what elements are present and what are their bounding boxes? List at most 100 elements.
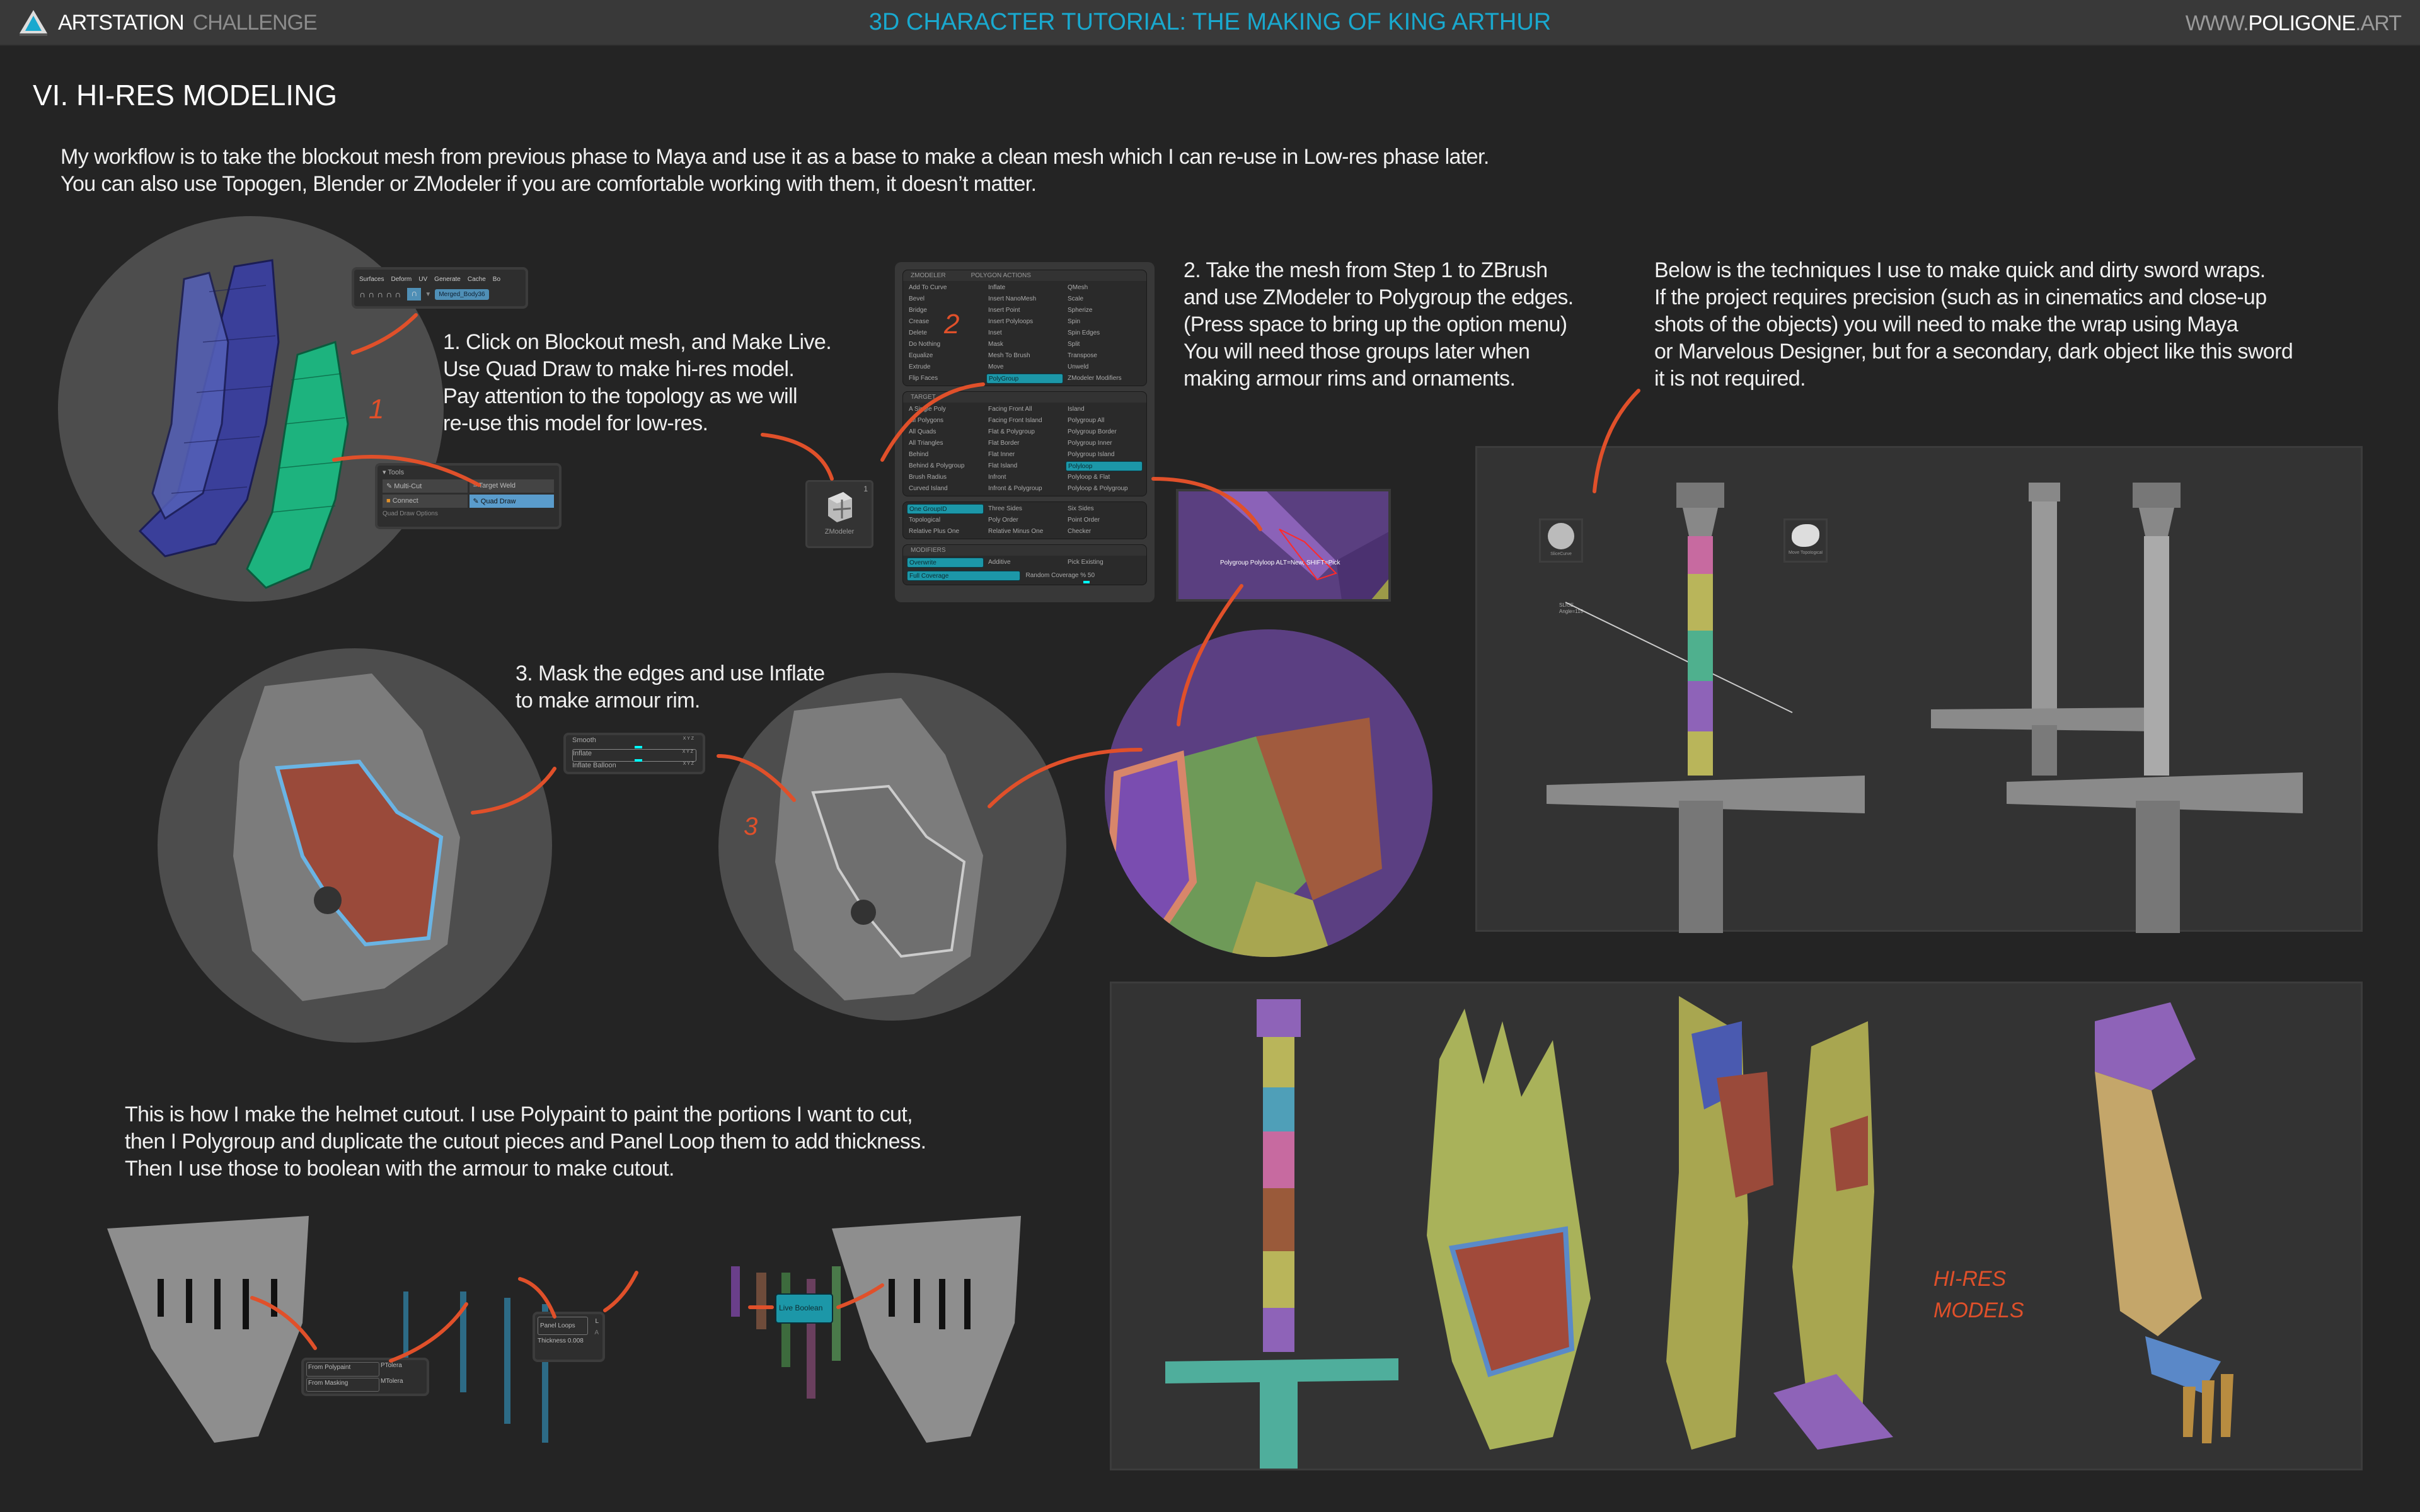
action-add-to-curve[interactable]: Add To Curve	[909, 284, 947, 291]
quad-draw-button[interactable]: ✎ Quad Draw	[469, 495, 554, 508]
target-infront-polygroup[interactable]: Infront & Polygroup	[988, 485, 1042, 492]
target-behind-polygroup[interactable]: Behind & Polygroup	[909, 462, 965, 469]
action-qmesh[interactable]: QMesh	[1068, 284, 1088, 291]
action-mesh-to-brush[interactable]: Mesh To Brush	[988, 352, 1030, 359]
group-checker[interactable]: Checker	[1068, 528, 1092, 535]
modifier-additive[interactable]: Additive	[988, 559, 1011, 566]
group-relative-plus-one[interactable]: Relative Plus One	[909, 528, 960, 535]
axis-toggle[interactable]: X Y Z	[683, 736, 694, 741]
group-six-sides[interactable]: Six Sides	[1068, 505, 1094, 512]
target-flat-inner[interactable]: Flat Inner	[988, 451, 1015, 458]
make-live-icon[interactable]: ∩	[407, 288, 422, 301]
target-flat-border[interactable]: Flat Border	[988, 440, 1020, 447]
action-transpose[interactable]: Transpose	[1068, 352, 1097, 359]
from-polypaint-button[interactable]: From Polypaint	[306, 1362, 379, 1377]
deformation-smooth-slider[interactable]: Smooth X Y Z	[572, 736, 696, 749]
action-polygroup[interactable]: PolyGroup	[986, 374, 1063, 384]
action-extrude[interactable]: Extrude	[909, 364, 931, 370]
action-bevel[interactable]: Bevel	[909, 295, 925, 302]
deformation-inflate-balloon-slider[interactable]: Inflate Balloon X Y Z	[572, 762, 696, 774]
target-curved-island[interactable]: Curved Island	[909, 485, 948, 492]
target-polyloop-flat[interactable]: Polyloop & Flat	[1068, 474, 1110, 481]
full-coverage-button[interactable]: Full Coverage	[907, 571, 1020, 581]
action-unweld[interactable]: Unweld	[1068, 364, 1089, 370]
action-inset[interactable]: Inset	[988, 329, 1002, 336]
site-link[interactable]: WWW.POLIGONE.ART	[2186, 11, 2402, 36]
brand[interactable]: ARTSTATION CHALLENGE	[18, 6, 318, 39]
menu-cache[interactable]: Cache	[467, 275, 486, 283]
action-do-nothing[interactable]: Do Nothing	[909, 341, 941, 348]
move-topological-brush[interactable]: Move Topological	[1783, 518, 1828, 563]
action-insert-point[interactable]: Insert Point	[988, 307, 1020, 314]
menu-generate[interactable]: Generate	[434, 275, 461, 283]
object-name-field[interactable]: Merged_Body36	[435, 289, 489, 300]
action-equalize[interactable]: Equalize	[909, 352, 933, 359]
target-behind[interactable]: Behind	[909, 451, 929, 458]
panel-loops-button[interactable]: Panel Loops	[538, 1317, 588, 1335]
target-all-triangles[interactable]: All Triangles	[909, 440, 943, 447]
action-zmodeler-modifiers[interactable]: ZModeler Modifiers	[1068, 375, 1122, 382]
target-polyloop[interactable]: Polyloop	[1066, 461, 1143, 471]
action-insert-polyloops[interactable]: Insert Polyloops	[988, 318, 1034, 325]
group-topological[interactable]: Topological	[909, 517, 941, 524]
menu-deform[interactable]: Deform	[391, 275, 412, 283]
target-flat-island[interactable]: Flat Island	[988, 462, 1018, 469]
live-boolean-button[interactable]: Live Boolean	[775, 1293, 833, 1324]
action-flip-faces[interactable]: Flip Faces	[909, 375, 938, 382]
action-delete[interactable]: Delete	[909, 329, 927, 336]
target-polygroup-island[interactable]: Polygroup Island	[1068, 451, 1115, 458]
action-split[interactable]: Split	[1068, 341, 1080, 348]
menu-uv[interactable]: UV	[418, 275, 428, 283]
action-move[interactable]: Move	[988, 364, 1004, 370]
axis-toggle[interactable]: X Y Z	[682, 750, 693, 754]
group-poly-order[interactable]: Poly Order	[988, 517, 1018, 524]
target-island[interactable]: Island	[1068, 406, 1085, 413]
target-infront[interactable]: Infront	[988, 474, 1006, 481]
magnet-tool-icons[interactable]: ∩∩∩∩∩	[359, 289, 404, 299]
target-weld-button[interactable]: ⌗ Target Weld	[469, 479, 554, 493]
thickness-slider[interactable]: Thickness 0.008	[538, 1337, 584, 1344]
target-all-polygons[interactable]: All Polygons	[909, 417, 944, 424]
target-polyloop-polygroup[interactable]: Polyloop & Polygroup	[1068, 485, 1128, 492]
action-inflate[interactable]: Inflate	[988, 284, 1006, 291]
zmodeler-brush-button[interactable]: 1 ZModeler	[805, 480, 873, 548]
action-mask[interactable]: Mask	[988, 341, 1003, 348]
group-one-groupid[interactable]: One GroupID	[907, 504, 984, 514]
modifier-pick-existing[interactable]: Pick Existing	[1068, 559, 1103, 566]
action-crease[interactable]: Crease	[909, 318, 930, 325]
from-masking-button[interactable]: From Masking	[306, 1377, 379, 1392]
target-all-quads[interactable]: All Quads	[909, 428, 936, 435]
target-facing-front-island[interactable]: Facing Front Island	[988, 417, 1042, 424]
slider-knob[interactable]	[634, 746, 642, 748]
axis-toggle[interactable]: X Y Z	[683, 762, 694, 766]
connect-button[interactable]: ■ Connect	[383, 495, 468, 508]
menu-more[interactable]: Bo	[492, 275, 501, 283]
slicecurve-brush[interactable]: SliceCurve	[1539, 518, 1583, 563]
action-scale[interactable]: Scale	[1068, 295, 1084, 302]
group-point-order[interactable]: Point Order	[1068, 517, 1100, 524]
quad-draw-options-header[interactable]: Quad Draw Options	[383, 510, 438, 517]
slider-knob[interactable]	[634, 759, 642, 762]
target-polygroup-inner[interactable]: Polygroup Inner	[1068, 440, 1112, 447]
group-three-sides[interactable]: Three Sides	[988, 505, 1022, 512]
modifier-overwrite[interactable]: Overwrite	[907, 558, 984, 568]
action-insert-nanomesh[interactable]: Insert NanoMesh	[988, 295, 1037, 302]
action-spin-edges[interactable]: Spin Edges	[1068, 329, 1100, 336]
target-flat-polygroup[interactable]: Flat & Polygroup	[988, 428, 1035, 435]
action-spherize[interactable]: Spherize	[1068, 307, 1093, 314]
action-bridge[interactable]: Bridge	[909, 307, 927, 314]
multi-cut-button[interactable]: ✎ Multi-Cut	[383, 479, 468, 493]
target-brush-radius[interactable]: Brush Radius	[909, 474, 947, 481]
slider-knob[interactable]	[1083, 581, 1090, 583]
menu-surfaces[interactable]: Surfaces	[359, 275, 384, 283]
target-a-single-poly[interactable]: A Single Poly	[909, 406, 946, 413]
mtolerance-slider[interactable]: MTolera	[380, 1377, 403, 1385]
target-polygroup-border[interactable]: Polygroup Border	[1068, 428, 1117, 435]
target-facing-front-all[interactable]: Facing Front All	[988, 406, 1032, 413]
target-polygroup-all[interactable]: Polygroup All	[1068, 417, 1105, 424]
random-coverage-slider[interactable]: Random Coverage % 50	[1024, 571, 1143, 583]
ptolerance-slider[interactable]: PTolera	[380, 1362, 402, 1369]
deformation-inflate-slider[interactable]: Inflate X Y Z	[572, 749, 696, 762]
dropdown-arrow-icon[interactable]: ▼	[425, 290, 432, 298]
group-relative-minus-one[interactable]: Relative Minus One	[988, 528, 1044, 535]
